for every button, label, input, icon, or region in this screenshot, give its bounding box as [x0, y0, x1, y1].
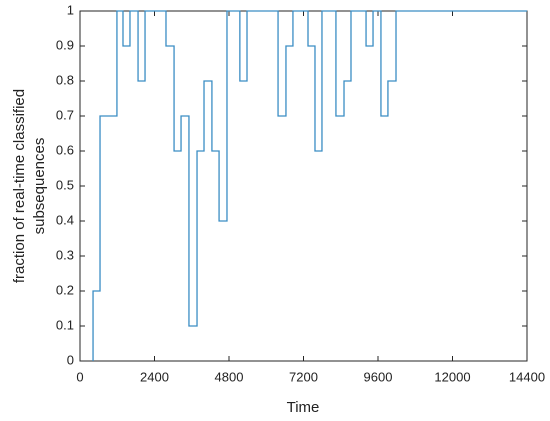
x-tick-label: 2400 — [140, 369, 169, 384]
y-axis-label: subsequences — [31, 138, 48, 235]
axes-box — [79, 10, 528, 362]
y-tick-label: 0.1 — [56, 317, 74, 332]
y-tick-label: 0.3 — [56, 247, 74, 262]
y-tick-label: 0.5 — [56, 177, 74, 192]
y-tick-label: 0.2 — [56, 282, 74, 297]
y-tick-label: 0.8 — [56, 72, 74, 87]
x-tick-label: 7200 — [289, 369, 318, 384]
x-tick-label: 14400 — [509, 369, 545, 384]
data-line — [92, 10, 527, 361]
x-tick-label: 4800 — [215, 369, 244, 384]
y-tick-label: 0 — [67, 352, 74, 367]
y-tick-label: 0.4 — [56, 212, 74, 227]
x-axis-label: Time — [287, 399, 320, 416]
x-tick-label: 9600 — [364, 369, 393, 384]
y-tick-label: 0.7 — [56, 107, 74, 122]
y-tick-label: 0.9 — [56, 37, 74, 52]
x-tick-label: 0 — [76, 369, 83, 384]
y-tick-label: 0.6 — [56, 142, 74, 157]
x-tick-label: 12000 — [434, 369, 470, 384]
y-axis-label: fraction of real-time classified — [11, 89, 28, 283]
y-tick-label: 1 — [67, 2, 74, 17]
